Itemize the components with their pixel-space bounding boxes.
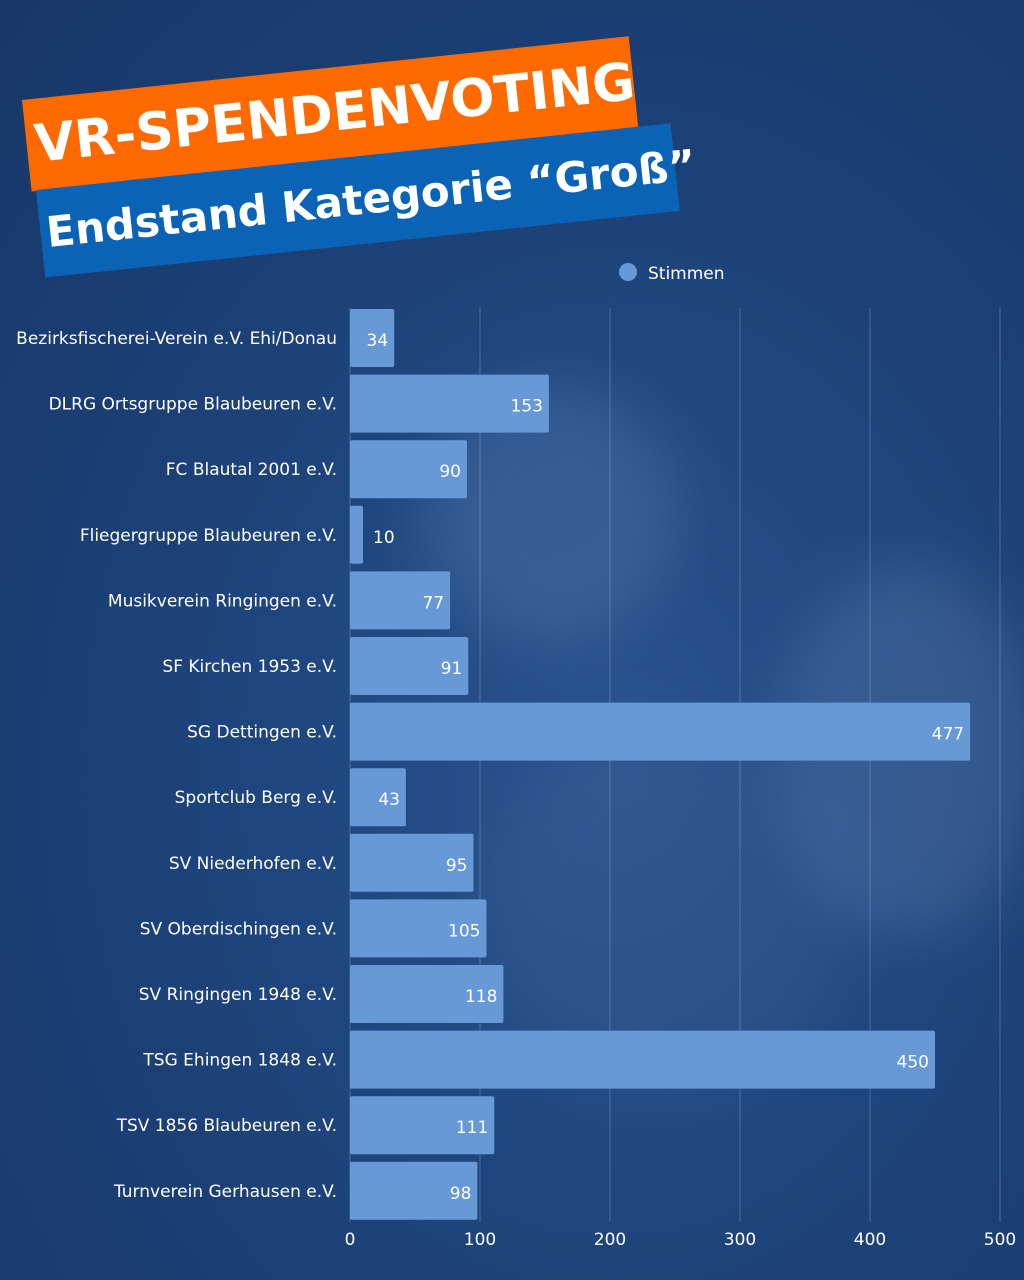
category-label: Musikverein Ringingen e.V.: [108, 591, 337, 611]
bar: [350, 899, 487, 958]
bar: [350, 768, 406, 827]
data-label: 43: [378, 790, 400, 810]
data-label: 153: [510, 397, 542, 417]
bar: [350, 965, 504, 1023]
category-label: SF Kirchen 1953 e.V.: [162, 657, 337, 677]
x-tick-label: 200: [594, 1230, 626, 1250]
category-label: Bezirksfischerei-Verein e.V. Ehi/Donau: [16, 329, 337, 349]
category-label: SV Niederhofen e.V.: [169, 854, 337, 874]
x-tick-label: 500: [984, 1230, 1016, 1250]
legend-marker: [619, 263, 637, 281]
category-label: DLRG Ortsgruppe Blaubeuren e.V.: [49, 395, 337, 415]
data-label: 95: [446, 856, 468, 876]
data-label: 34: [367, 331, 389, 351]
bar: [350, 440, 467, 499]
category-label: SG Dettingen e.V.: [187, 723, 337, 743]
bar: [350, 571, 451, 630]
bar: [350, 833, 474, 892]
data-label: 10: [373, 528, 395, 548]
bar: [350, 374, 549, 433]
data-label: 91: [441, 659, 463, 679]
data-label: 90: [439, 462, 461, 482]
data-label: 105: [448, 921, 480, 941]
bar: [350, 1096, 495, 1155]
x-tick-label: 0: [345, 1230, 356, 1250]
category-label: SV Ringingen 1948 e.V.: [139, 985, 337, 1005]
category-label: FC Blautal 2001 e.V.: [166, 460, 337, 480]
bar: [350, 1030, 935, 1089]
data-label: 77: [422, 593, 444, 613]
bar: [350, 1161, 478, 1220]
data-label: 477: [932, 725, 964, 745]
data-label: 111: [456, 1118, 488, 1138]
bar: [350, 637, 469, 695]
category-label: TSV 1856 Blaubeuren e.V.: [116, 1116, 337, 1136]
x-tick-label: 100: [464, 1230, 496, 1250]
category-label: TSG Ehingen 1848 e.V.: [142, 1051, 337, 1071]
category-label: Sportclub Berg e.V.: [175, 788, 337, 808]
legend-label: Stimmen: [648, 264, 725, 284]
data-label: 450: [897, 1053, 929, 1073]
data-label: 98: [450, 1184, 472, 1204]
bar: [350, 702, 971, 761]
category-label: Turnverein Gerhausen e.V.: [113, 1182, 337, 1202]
bar: [350, 505, 363, 564]
bar: [350, 309, 395, 367]
data-label: 118: [465, 987, 497, 1007]
category-label: Fliegergruppe Blaubeuren e.V.: [80, 526, 337, 546]
category-label: SV Oberdischingen e.V.: [140, 919, 337, 939]
x-tick-label: 400: [854, 1230, 886, 1250]
x-tick-label: 300: [724, 1230, 756, 1250]
